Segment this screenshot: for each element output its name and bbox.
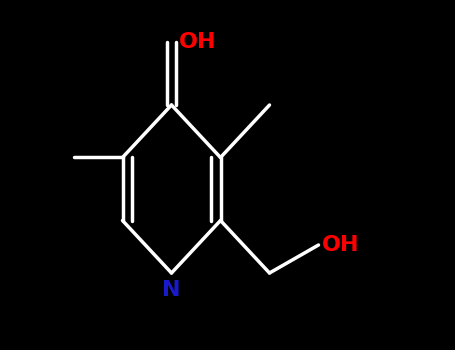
Text: OH: OH	[322, 235, 359, 255]
Text: N: N	[162, 280, 181, 300]
Text: OH: OH	[178, 32, 216, 52]
